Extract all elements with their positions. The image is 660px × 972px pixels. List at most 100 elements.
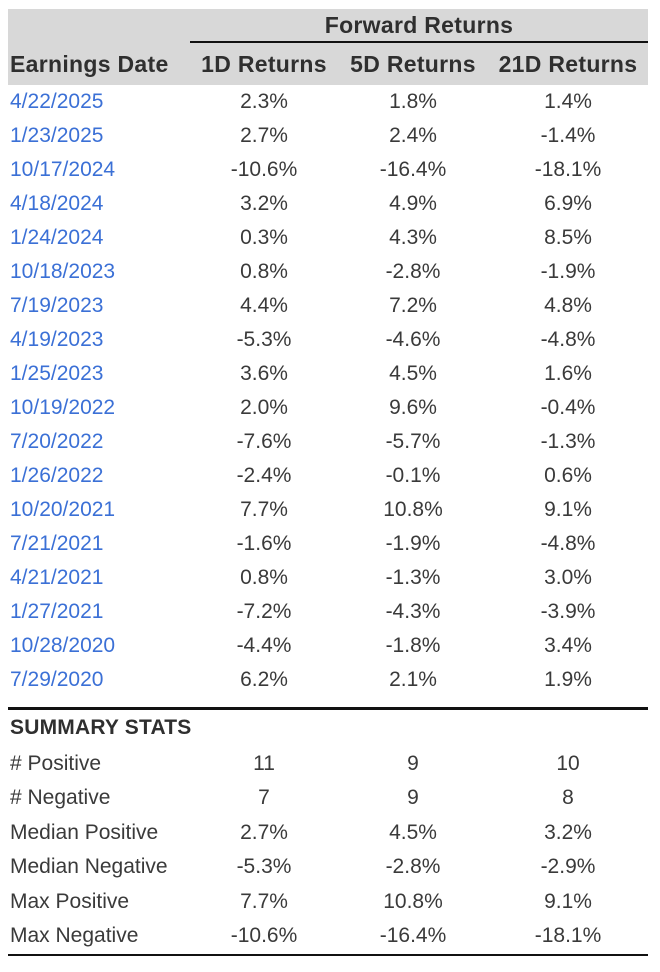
forward-returns-group-header: Forward Returns: [190, 9, 648, 43]
table-row: 4/22/2025 2.3% 1.8% 1.4%: [8, 85, 648, 119]
earnings-date-link[interactable]: 1/25/2023: [10, 362, 104, 385]
table-row: 7/29/2020 6.2% 2.1% 1.9%: [8, 663, 648, 697]
earnings-date-link[interactable]: 7/19/2023: [10, 294, 104, 317]
return-1d-value: 7.7%: [240, 498, 288, 521]
return-21d-value: -1.3%: [540, 430, 596, 453]
summary-5d-value: 9: [407, 786, 419, 810]
summary-stat-label: # Positive: [10, 751, 102, 775]
earnings-date-link[interactable]: 7/29/2020: [10, 668, 104, 691]
return-1d-value: 3.2%: [240, 192, 288, 215]
earnings-date-link[interactable]: 4/18/2024: [10, 192, 104, 215]
return-5d-value: 1.8%: [389, 90, 437, 113]
return-1d-value: 0.3%: [240, 226, 288, 249]
return-1d-value: 2.3%: [240, 90, 288, 113]
table-row: 7/21/2021 -1.6% -1.9% -4.8%: [8, 527, 648, 561]
earnings-date-link[interactable]: 10/17/2024: [10, 158, 116, 181]
summary-5d-value: -2.8%: [385, 855, 441, 879]
earnings-date-link[interactable]: 7/20/2022: [10, 430, 104, 453]
table-row: 1/24/2024 0.3% 4.3% 8.5%: [8, 221, 648, 255]
earnings-date-link[interactable]: 1/26/2022: [10, 464, 104, 487]
column-header-21d-returns: 21D Returns: [498, 50, 638, 77]
earnings-date-link[interactable]: 1/27/2021: [10, 600, 104, 623]
table-row: 1/26/2022 -2.4% -0.1% 0.6%: [8, 459, 648, 493]
earnings-date-link[interactable]: 10/19/2022: [10, 396, 116, 419]
return-5d-value: -1.3%: [385, 566, 441, 589]
summary-stat-label: Max Negative: [10, 924, 139, 948]
summary-body: # Positive 11 9 10 # Negative 7 9 8 Medi…: [8, 747, 648, 954]
return-5d-value: -1.9%: [385, 532, 441, 555]
return-21d-value: 8.5%: [544, 226, 592, 249]
return-5d-value: 10.8%: [383, 498, 443, 521]
return-1d-value: 4.4%: [240, 294, 288, 317]
return-21d-value: -1.9%: [540, 260, 596, 283]
summary-5d-value: 10.8%: [383, 889, 443, 913]
table-row: 4/21/2021 0.8% -1.3% 3.0%: [8, 561, 648, 595]
earnings-date-link[interactable]: 10/18/2023: [10, 260, 116, 283]
summary-stat-label: Median Positive: [10, 820, 159, 844]
summary-top-rule: [8, 707, 648, 710]
return-1d-value: 2.0%: [240, 396, 288, 419]
summary-21d-value: 3.2%: [544, 820, 592, 844]
summary-21d-value: 9.1%: [544, 889, 592, 913]
return-1d-value: -7.6%: [236, 430, 292, 453]
summary-5d-value: -16.4%: [379, 924, 447, 948]
table-row: 10/18/2023 0.8% -2.8% -1.9%: [8, 255, 648, 289]
earnings-date-link[interactable]: 4/21/2021: [10, 566, 104, 589]
return-21d-value: 3.4%: [544, 634, 592, 657]
table-body: 4/22/2025 2.3% 1.8% 1.4% 1/23/2025 2.7% …: [8, 85, 648, 697]
summary-row: Max Positive 7.7% 10.8% 9.1%: [8, 885, 648, 920]
earnings-date-link[interactable]: 4/19/2023: [10, 328, 104, 351]
earnings-date-link[interactable]: 1/23/2025: [10, 124, 104, 147]
summary-5d-value: 4.5%: [389, 820, 437, 844]
summary-1d-value: 2.7%: [240, 820, 288, 844]
summary-row: Median Negative -5.3% -2.8% -2.9%: [8, 850, 648, 885]
return-21d-value: -1.4%: [540, 124, 596, 147]
return-5d-value: 9.6%: [389, 396, 437, 419]
return-5d-value: 2.4%: [389, 124, 437, 147]
return-1d-value: 6.2%: [240, 668, 288, 691]
earnings-date-link[interactable]: 4/22/2025: [10, 90, 104, 113]
return-5d-value: 4.3%: [389, 226, 437, 249]
column-header-row: Earnings Date 1D Returns 5D Returns 21D …: [8, 43, 648, 85]
summary-1d-value: 11: [253, 751, 275, 775]
summary-21d-value: 10: [556, 751, 580, 775]
return-5d-value: -0.1%: [385, 464, 441, 487]
group-header-row: Forward Returns: [8, 9, 648, 43]
earnings-date-link[interactable]: 10/28/2020: [10, 634, 116, 657]
earnings-date-link[interactable]: 10/20/2021: [10, 498, 116, 521]
table-row: 10/19/2022 2.0% 9.6% -0.4%: [8, 391, 648, 425]
return-21d-value: 1.9%: [544, 668, 592, 691]
return-21d-value: 1.6%: [544, 362, 592, 385]
return-1d-value: -5.3%: [236, 328, 292, 351]
table-row: 7/19/2023 4.4% 7.2% 4.8%: [8, 289, 648, 323]
table-row: 7/20/2022 -7.6% -5.7% -1.3%: [8, 425, 648, 459]
summary-stat-label: Median Negative: [10, 855, 168, 879]
return-1d-value: 0.8%: [240, 260, 288, 283]
return-5d-value: -2.8%: [385, 260, 441, 283]
summary-row: # Positive 11 9 10: [8, 747, 648, 782]
return-1d-value: -10.6%: [230, 158, 298, 181]
summary-row: Max Negative -10.6% -16.4% -18.1%: [8, 919, 648, 954]
return-5d-value: -4.6%: [385, 328, 441, 351]
return-21d-value: 6.9%: [544, 192, 592, 215]
return-21d-value: 3.0%: [544, 566, 592, 589]
table-bottom-rule: [8, 953, 648, 956]
table-row: 10/17/2024 -10.6% -16.4% -18.1%: [8, 153, 648, 187]
return-21d-value: 1.4%: [544, 90, 592, 113]
return-21d-value: -4.8%: [540, 532, 596, 555]
summary-stat-label: Max Positive: [10, 889, 130, 913]
summary-21d-value: -2.9%: [540, 855, 596, 879]
summary-21d-value: -18.1%: [534, 924, 602, 948]
earnings-date-link[interactable]: 1/24/2024: [10, 226, 104, 249]
return-5d-value: 7.2%: [389, 294, 437, 317]
summary-5d-value: 9: [407, 751, 419, 775]
return-21d-value: -3.9%: [540, 600, 596, 623]
return-5d-value: 2.1%: [389, 668, 437, 691]
summary-row: Median Positive 2.7% 4.5% 3.2%: [8, 816, 648, 851]
return-5d-value: -5.7%: [385, 430, 441, 453]
return-1d-value: -2.4%: [236, 464, 292, 487]
earnings-date-link[interactable]: 7/21/2021: [10, 532, 104, 555]
summary-21d-value: 8: [562, 786, 574, 810]
return-21d-value: -18.1%: [534, 158, 602, 181]
